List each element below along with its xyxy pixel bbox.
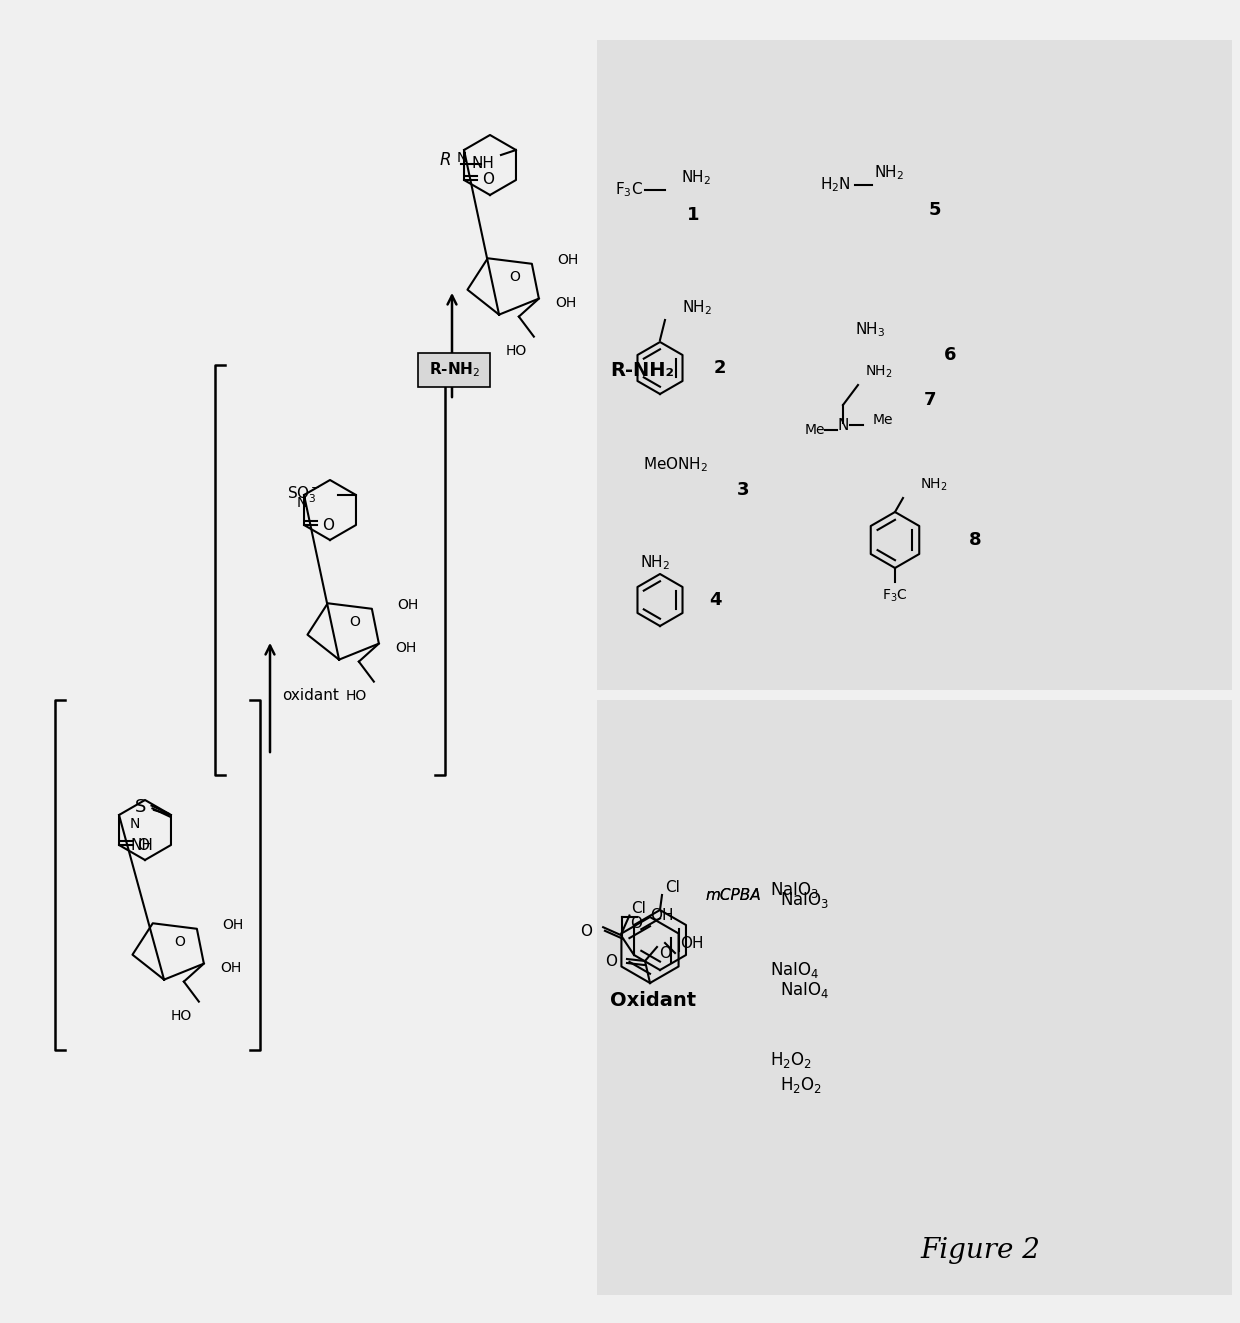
Text: 8: 8 bbox=[968, 531, 981, 549]
Text: O: O bbox=[605, 954, 618, 968]
Text: R-NH₂: R-NH₂ bbox=[610, 360, 675, 380]
Text: OH: OH bbox=[397, 598, 418, 613]
Text: NH: NH bbox=[471, 156, 494, 172]
Text: mCPBA: mCPBA bbox=[706, 888, 760, 902]
Text: N: N bbox=[456, 151, 467, 165]
Text: Me: Me bbox=[873, 413, 894, 427]
Text: MeONH$_2$: MeONH$_2$ bbox=[644, 455, 708, 475]
Text: F$_3$C: F$_3$C bbox=[882, 587, 908, 605]
Text: 7: 7 bbox=[924, 392, 936, 409]
Text: oxidant: oxidant bbox=[281, 688, 339, 703]
Text: NH$_2$: NH$_2$ bbox=[640, 553, 670, 573]
Text: H$_2$N: H$_2$N bbox=[820, 176, 851, 194]
Text: R-NH$_2$: R-NH$_2$ bbox=[429, 361, 481, 380]
Text: O: O bbox=[630, 917, 642, 931]
Text: Me: Me bbox=[805, 423, 825, 437]
Text: R: R bbox=[439, 151, 451, 169]
Text: HO: HO bbox=[346, 688, 367, 703]
FancyBboxPatch shape bbox=[596, 40, 1233, 691]
Text: NH$_2$: NH$_2$ bbox=[682, 299, 712, 318]
Text: NH$_2$: NH$_2$ bbox=[874, 164, 904, 183]
Text: Figure 2: Figure 2 bbox=[920, 1237, 1040, 1263]
Text: Cl: Cl bbox=[631, 901, 646, 916]
Text: N: N bbox=[129, 818, 140, 831]
Text: O: O bbox=[136, 837, 149, 852]
Text: mCPBA: mCPBA bbox=[706, 888, 760, 902]
Text: NaIO$_3$: NaIO$_3$ bbox=[770, 880, 820, 900]
Text: O: O bbox=[482, 172, 494, 188]
Text: O: O bbox=[580, 925, 591, 939]
Text: Oxidant: Oxidant bbox=[610, 991, 696, 1009]
Text: SO$_3^-$: SO$_3^-$ bbox=[288, 484, 321, 505]
Text: NH$_2$: NH$_2$ bbox=[681, 168, 712, 188]
Text: OH: OH bbox=[396, 642, 417, 655]
Text: N: N bbox=[837, 418, 848, 433]
Text: 1: 1 bbox=[687, 206, 699, 224]
Text: OH: OH bbox=[557, 253, 578, 267]
Text: O: O bbox=[322, 517, 334, 532]
Text: O: O bbox=[350, 615, 361, 628]
FancyBboxPatch shape bbox=[418, 353, 490, 388]
Text: S: S bbox=[135, 798, 146, 816]
Text: NaIO$_3$: NaIO$_3$ bbox=[780, 890, 830, 910]
Text: OH: OH bbox=[556, 296, 577, 310]
Text: NaIO$_4$: NaIO$_4$ bbox=[770, 960, 820, 980]
Text: N: N bbox=[296, 496, 308, 509]
Text: 4: 4 bbox=[709, 591, 722, 609]
Text: OH: OH bbox=[219, 960, 242, 975]
Text: 2: 2 bbox=[714, 359, 727, 377]
Text: HO: HO bbox=[506, 344, 527, 357]
Text: 5: 5 bbox=[929, 201, 941, 220]
Text: O: O bbox=[510, 270, 521, 284]
Text: HO: HO bbox=[171, 1008, 192, 1023]
Text: F$_3$C: F$_3$C bbox=[615, 181, 644, 200]
Text: O: O bbox=[658, 946, 671, 960]
Text: OH: OH bbox=[650, 908, 673, 922]
Text: NaIO$_4$: NaIO$_4$ bbox=[780, 980, 830, 1000]
Text: H$_2$O$_2$: H$_2$O$_2$ bbox=[780, 1076, 822, 1095]
Text: OH: OH bbox=[222, 918, 243, 931]
Text: 3: 3 bbox=[737, 482, 749, 499]
Text: NH$_3$: NH$_3$ bbox=[854, 320, 885, 340]
Text: H$_2$O$_2$: H$_2$O$_2$ bbox=[770, 1050, 812, 1070]
Text: O: O bbox=[175, 935, 186, 949]
Text: Cl: Cl bbox=[665, 881, 680, 896]
Text: 6: 6 bbox=[944, 347, 956, 364]
Text: NH: NH bbox=[130, 837, 153, 852]
Text: OH: OH bbox=[680, 935, 703, 950]
Text: NH$_2$: NH$_2$ bbox=[866, 364, 893, 380]
Text: NH$_2$: NH$_2$ bbox=[920, 476, 947, 493]
FancyBboxPatch shape bbox=[596, 700, 1233, 1295]
